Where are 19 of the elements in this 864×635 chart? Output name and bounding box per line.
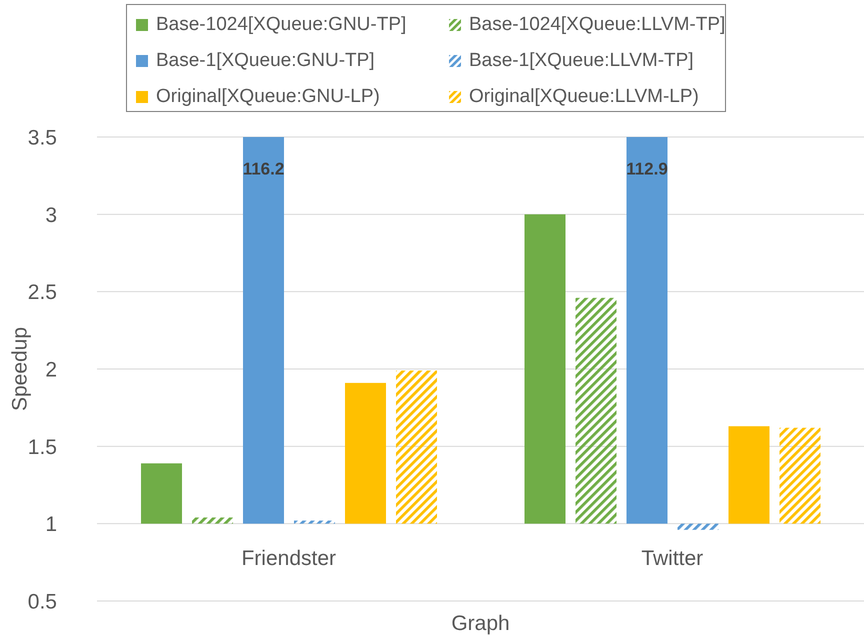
x-tick-label: Friendster: [241, 547, 336, 570]
x-tick-label: Twitter: [641, 547, 704, 570]
y-tick-label: 1: [45, 513, 57, 536]
legend-label: Base-1[XQueue:LLVM-TP]: [469, 50, 694, 72]
legend-label: Base-1024[XQueue:LLVM-TP]: [469, 14, 726, 36]
legend-label: Base-1024[XQueue:GNU-TP]: [156, 14, 406, 36]
y-tick-label: 2.5: [28, 281, 57, 304]
legend-label: Original[XQueue:LLVM-LP): [469, 86, 699, 108]
y-tick-label: 1.5: [28, 436, 57, 459]
y-tick-label: 3: [45, 204, 57, 227]
y-tick-label: 0.5: [28, 590, 57, 614]
x-axis-title: Graph: [451, 612, 510, 635]
legend-label: Base-1[XQueue:GNU-TP]: [156, 50, 375, 72]
data-label: 116.2: [242, 160, 284, 178]
y-tick-label: 2: [45, 358, 57, 382]
legend-label: Original[XQueue:GNU-LP): [156, 86, 380, 108]
y-axis-title: Speedup: [8, 326, 32, 412]
data-label: 112.9: [626, 160, 668, 178]
y-tick-label: 3.5: [28, 126, 57, 150]
